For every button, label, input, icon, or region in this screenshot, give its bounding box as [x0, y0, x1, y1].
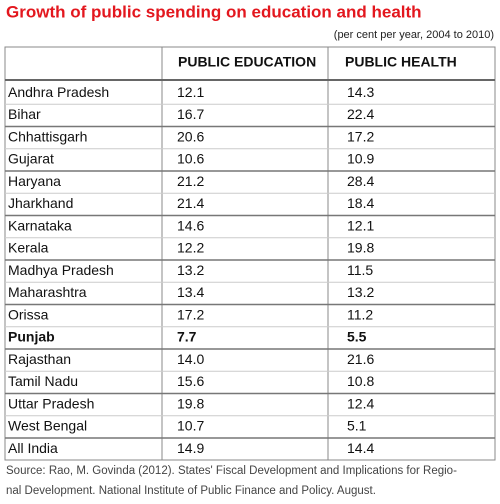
cell-value: 12.4	[347, 395, 374, 411]
row-label: Gujarat	[8, 151, 54, 167]
cell-value: 20.6	[177, 128, 204, 144]
cell-value: 17.2	[347, 128, 374, 144]
row-label: Uttar Pradesh	[8, 395, 94, 411]
title: Growth of public spending on education a…	[6, 2, 422, 21]
row-label: Kerala	[8, 240, 49, 256]
cell-value: 21.6	[347, 351, 374, 367]
row-label: Chhattisgarh	[8, 128, 87, 144]
cell-value: 12.2	[177, 240, 204, 256]
row-label: Tamil Nadu	[8, 373, 78, 389]
cell-value: 10.6	[177, 151, 204, 167]
row-label: Andhra Pradesh	[8, 84, 109, 100]
cell-value: 10.8	[347, 373, 374, 389]
source: nal Development. National Institute of P…	[6, 485, 376, 497]
cell-value: 7.7	[177, 329, 197, 345]
cell-value: 13.4	[177, 284, 204, 300]
cell-value: 14.6	[177, 217, 204, 233]
row-label: Maharashtra	[8, 284, 87, 300]
cell-value: 28.4	[347, 173, 374, 189]
row-label: Rajasthan	[8, 351, 71, 367]
row-label: Bihar	[8, 106, 41, 122]
cell-value: 14.0	[177, 351, 204, 367]
cell-value: 12.1	[177, 84, 204, 100]
cell-value: 13.2	[347, 284, 374, 300]
cell-value: 19.8	[177, 395, 204, 411]
cell-value: 19.8	[347, 240, 374, 256]
cell-value: 15.6	[177, 373, 204, 389]
row-label: Jharkhand	[8, 195, 73, 211]
table-border	[4, 46, 496, 461]
cell-value: 10.7	[177, 418, 204, 434]
cell-value: 13.2	[177, 262, 204, 278]
row-label: Orissa	[8, 306, 49, 322]
row-label: Madhya Pradesh	[8, 262, 114, 278]
cell-value: 12.1	[347, 217, 374, 233]
cell-value: 18.4	[347, 195, 374, 211]
row-label: Karnataka	[8, 217, 72, 233]
cell-value: 5.1	[347, 418, 367, 434]
cell-value: 11.2	[347, 306, 373, 322]
cell-value: 14.9	[177, 440, 204, 456]
source: Source: Rao, M. Govinda (2012). States' …	[6, 465, 457, 477]
cell-value: 21.2	[177, 173, 204, 189]
cell-value: 22.4	[347, 106, 374, 122]
subtitle: (per cent per year, 2004 to 2010)	[334, 29, 494, 41]
column-header: PUBLIC HEALTH	[345, 54, 457, 70]
column-header: PUBLIC EDUCATION	[178, 54, 316, 70]
cell-value: 11.5	[347, 262, 373, 278]
row-label: West Bengal	[8, 418, 87, 434]
cell-value: 14.3	[347, 84, 374, 100]
cell-value: 16.7	[177, 106, 204, 122]
cell-value: 21.4	[177, 195, 204, 211]
cell-value: 5.5	[347, 329, 367, 345]
row-label: All India	[8, 440, 58, 456]
cell-value: 10.9	[347, 151, 374, 167]
cell-value: 14.4	[347, 440, 374, 456]
row-label: Haryana	[8, 173, 61, 189]
cell-value: 17.2	[177, 306, 204, 322]
row-label: Punjab	[8, 329, 55, 345]
